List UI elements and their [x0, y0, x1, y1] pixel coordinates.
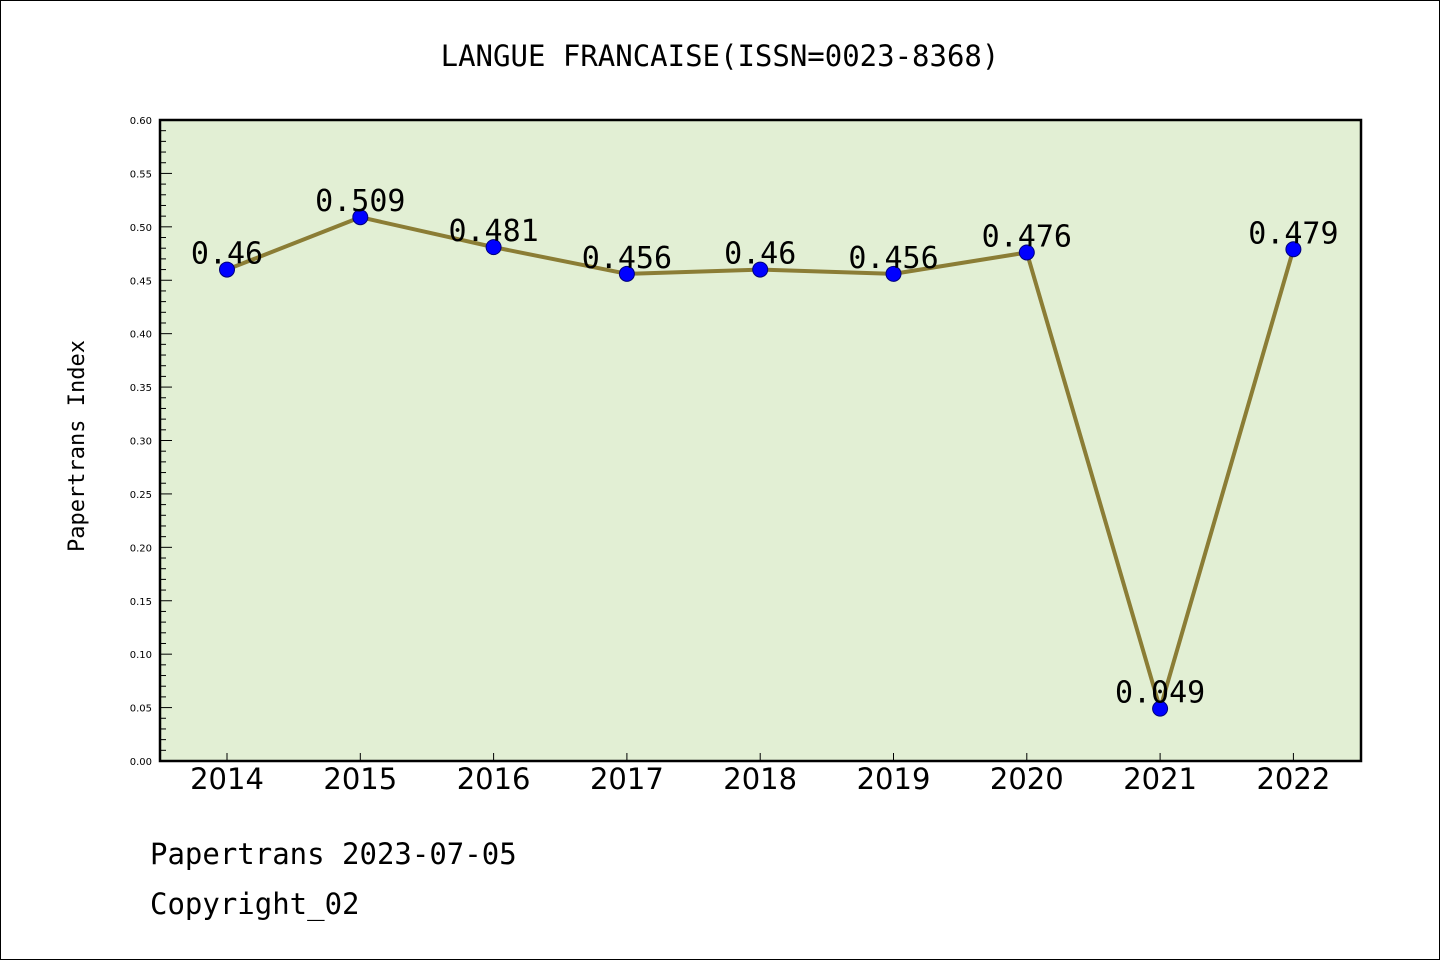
- x-tick-label: 2018: [723, 762, 797, 796]
- y-tick-label: 0.35: [130, 383, 152, 394]
- x-tick-label: 2017: [590, 762, 664, 796]
- data-point: [485, 239, 502, 256]
- x-tick-label: 2022: [1256, 762, 1330, 796]
- x-axis: 2014 2015 2016 2017 2018 2019 2020 2021 2022: [190, 753, 1330, 796]
- data-point: [885, 265, 902, 282]
- series-line-group: 0.46 0.509 0.481 0.456 0.46 0.456 0.476 0.049 0.…: [191, 184, 1339, 717]
- data-label: 0.46: [724, 237, 796, 272]
- x-tick-label: 2020: [990, 762, 1064, 796]
- y-tick-label: 0.20: [130, 543, 152, 554]
- plot-area: [160, 120, 1361, 761]
- plot-border: [158, 118, 1363, 763]
- y-tick-label: 0.10: [130, 650, 152, 661]
- x-tick-label: 2015: [323, 762, 397, 796]
- data-label: 0.479: [1248, 216, 1338, 251]
- footer-date: Papertrans 2023-07-05: [150, 837, 517, 871]
- chart-title: LANGUE FRANCAISE(ISSN=0023-8368): [441, 39, 1000, 73]
- y-tick-label: 0.15: [130, 597, 152, 608]
- data-label: 0.476: [982, 219, 1072, 254]
- y-tick-label: 0.30: [130, 437, 152, 448]
- y-tick-label: 0.25: [130, 490, 152, 501]
- y-tick-label: 0.60: [130, 116, 152, 127]
- y-tick-label: 0.55: [130, 169, 152, 180]
- data-label: 0.46: [191, 237, 263, 272]
- data-point: [219, 261, 235, 278]
- data-point: [1285, 241, 1302, 258]
- y-tick-label: 0.05: [130, 704, 152, 715]
- x-tick-label: 2019: [857, 762, 931, 796]
- data-point: [1152, 700, 1169, 717]
- data-label: 0.481: [448, 214, 538, 249]
- data-label: 0.509: [315, 184, 405, 219]
- y-tick-label: 0.50: [130, 223, 152, 234]
- data-label: 0.456: [582, 241, 672, 276]
- y-tick-label: 0.45: [130, 276, 152, 287]
- data-point: [352, 209, 369, 226]
- data-label: 0.049: [1115, 676, 1205, 711]
- data-point: [618, 265, 635, 282]
- data-point: [752, 261, 769, 278]
- y-axis-label: Papertrans Index: [65, 340, 90, 552]
- x-tick-label: 2021: [1123, 762, 1197, 796]
- footer-copyright: Copyright_02: [150, 887, 360, 922]
- data-label: 0.456: [848, 241, 938, 276]
- y-axis: 0.00 0.05 0.10 0.15 0.20 0.25 0.30 0.35 0.40 0.45…: [130, 116, 172, 768]
- y-tick-label: 0.00: [130, 757, 152, 768]
- x-tick-label: 2016: [457, 762, 531, 796]
- data-point: [1018, 244, 1035, 261]
- x-tick-label: 2014: [190, 762, 264, 796]
- y-tick-label: 0.40: [130, 330, 152, 341]
